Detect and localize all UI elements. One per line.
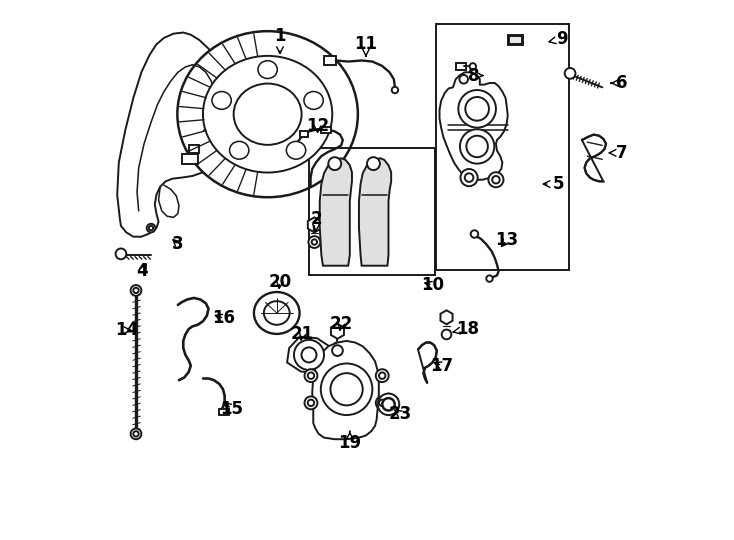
Circle shape [382,398,395,411]
Ellipse shape [286,141,305,159]
Text: 7: 7 [609,144,628,162]
Ellipse shape [254,292,299,334]
Circle shape [367,157,380,170]
Polygon shape [418,342,437,383]
Circle shape [330,373,363,406]
Polygon shape [312,341,379,439]
Circle shape [379,400,385,406]
Ellipse shape [233,84,302,145]
Bar [219,409,229,415]
Circle shape [328,157,341,170]
Circle shape [305,396,317,409]
Text: 17: 17 [431,356,454,375]
Circle shape [493,176,500,184]
Text: 8: 8 [468,66,483,85]
Bar [300,131,308,137]
Circle shape [294,340,324,370]
Ellipse shape [212,92,231,109]
Circle shape [466,136,488,157]
Text: 5: 5 [543,175,564,193]
Bar [181,154,197,164]
Circle shape [392,87,398,93]
Circle shape [470,63,476,70]
Text: 12: 12 [306,117,329,135]
Ellipse shape [304,92,323,109]
Circle shape [131,428,142,439]
Text: 1: 1 [275,28,286,53]
Circle shape [305,369,317,382]
Text: 21: 21 [291,326,314,343]
Circle shape [470,230,479,238]
Circle shape [149,226,153,230]
Bar [509,36,522,44]
Text: 9: 9 [549,30,567,48]
Circle shape [332,345,343,356]
Circle shape [134,288,139,293]
Circle shape [321,363,372,415]
Circle shape [115,248,126,259]
Text: 22: 22 [330,315,353,333]
Circle shape [382,399,394,410]
Text: 4: 4 [137,262,148,280]
Circle shape [147,224,156,232]
Polygon shape [117,32,223,237]
Text: 13: 13 [495,232,518,249]
Circle shape [564,68,575,79]
Circle shape [486,275,493,282]
Ellipse shape [230,141,249,159]
Polygon shape [440,72,508,180]
Circle shape [488,172,504,187]
Bar [321,126,331,133]
Circle shape [312,239,317,245]
Bar [456,63,466,70]
Circle shape [376,369,389,382]
Ellipse shape [178,31,358,197]
Circle shape [134,431,139,436]
Circle shape [376,396,389,409]
Text: 3: 3 [172,235,184,253]
Text: 19: 19 [338,431,361,452]
Bar [189,145,200,153]
Bar [508,35,523,45]
Circle shape [465,173,473,182]
Polygon shape [320,158,352,266]
Circle shape [458,90,496,127]
Circle shape [460,129,494,164]
Text: 2: 2 [310,210,321,231]
Polygon shape [287,336,331,373]
Ellipse shape [258,60,277,78]
Bar [436,24,569,270]
Ellipse shape [203,56,333,172]
Bar [309,147,435,275]
Text: 20: 20 [269,273,291,291]
Circle shape [308,400,314,406]
Bar [324,56,336,65]
Text: 23: 23 [389,405,412,423]
Circle shape [442,329,451,339]
Circle shape [308,236,320,248]
Circle shape [379,373,385,379]
Text: 14: 14 [115,321,138,339]
Text: 10: 10 [421,276,444,294]
Circle shape [302,347,316,362]
Text: 6: 6 [611,74,628,92]
Circle shape [308,373,314,379]
Circle shape [131,285,142,296]
Circle shape [465,97,489,120]
Ellipse shape [264,301,290,325]
Text: 15: 15 [220,400,243,417]
Text: 18: 18 [453,320,479,338]
Circle shape [378,394,399,415]
Polygon shape [359,158,391,266]
Text: 11: 11 [355,35,377,56]
Polygon shape [582,134,606,181]
Circle shape [459,75,468,84]
Circle shape [460,169,478,186]
Text: 16: 16 [213,309,236,327]
